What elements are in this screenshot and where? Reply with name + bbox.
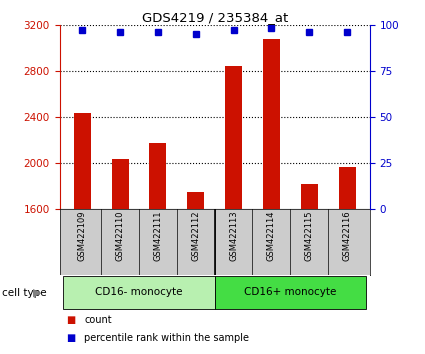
FancyBboxPatch shape [215,276,366,309]
Text: GSM422115: GSM422115 [305,211,314,261]
Text: ■: ■ [66,333,75,343]
Text: CD16- monocyte: CD16- monocyte [95,287,183,297]
Text: GSM422114: GSM422114 [267,211,276,261]
Text: CD16+ monocyte: CD16+ monocyte [244,287,337,297]
Bar [111,159,128,209]
Text: GSM422111: GSM422111 [153,211,162,261]
Text: GSM422113: GSM422113 [229,211,238,262]
Bar [301,183,318,209]
Text: GSM422109: GSM422109 [78,211,87,261]
Bar [149,143,166,209]
Text: count: count [84,315,112,325]
Bar [263,39,280,209]
Bar [225,66,242,209]
Title: GDS4219 / 235384_at: GDS4219 / 235384_at [142,11,288,24]
Text: ■: ■ [66,315,75,325]
Text: ▶: ▶ [33,288,42,298]
Bar [187,192,204,209]
Bar [74,113,91,209]
Bar [339,167,356,209]
Text: GSM422116: GSM422116 [343,211,351,262]
FancyBboxPatch shape [63,276,215,309]
Text: GSM422110: GSM422110 [116,211,125,261]
Text: GSM422112: GSM422112 [191,211,200,261]
Text: cell type: cell type [2,288,47,298]
Text: percentile rank within the sample: percentile rank within the sample [84,333,249,343]
